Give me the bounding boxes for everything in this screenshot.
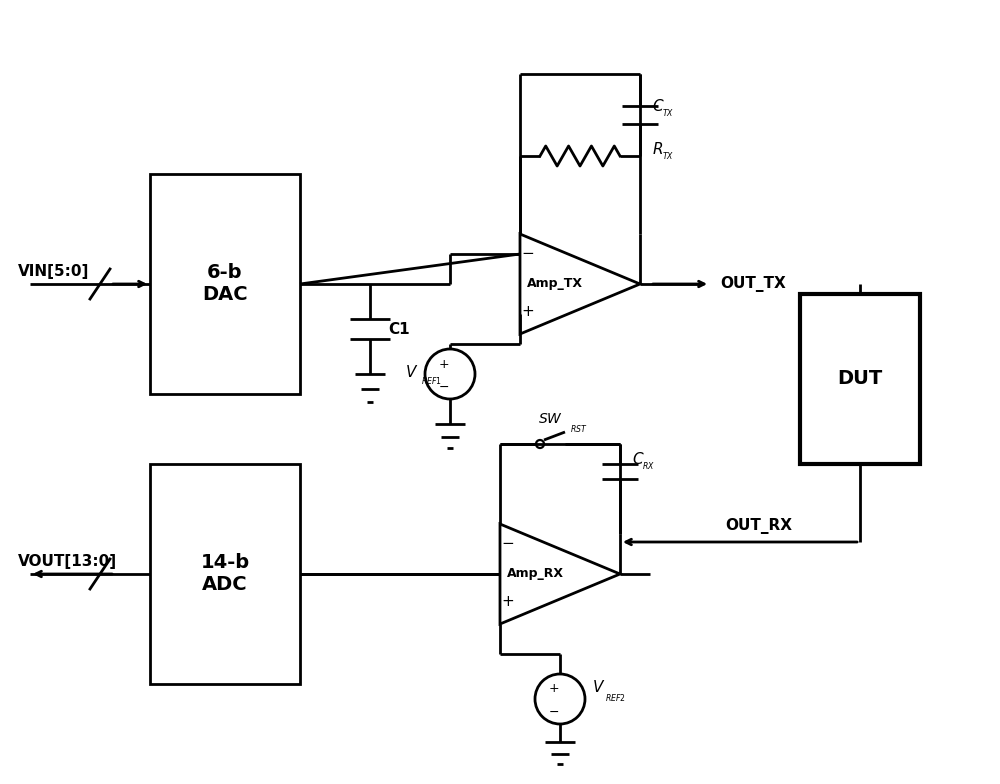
Text: $+$: $+$ [438, 358, 450, 371]
Text: $C$: $C$ [632, 451, 645, 467]
Text: $-$: $-$ [501, 535, 515, 550]
Text: $_{TX}$: $_{TX}$ [662, 151, 674, 163]
Text: C1: C1 [388, 321, 410, 336]
Text: $-$: $-$ [548, 705, 560, 717]
Text: $R$: $R$ [652, 141, 663, 157]
Text: $_{TX}$: $_{TX}$ [662, 107, 674, 120]
Text: $C$: $C$ [652, 98, 665, 114]
Bar [150, 464, 300, 684]
Text: $+$: $+$ [501, 594, 515, 609]
Bar [150, 174, 300, 394]
Text: DUT: DUT [837, 369, 883, 389]
Text: $-$: $-$ [438, 379, 450, 393]
Text: $SW$: $SW$ [538, 412, 562, 426]
Text: $+$: $+$ [548, 683, 560, 695]
Text: $V$: $V$ [592, 679, 605, 695]
Text: 6-b
DAC: 6-b DAC [202, 263, 248, 304]
Text: Amp_RX: Amp_RX [507, 568, 564, 580]
Text: VOUT[13:0]: VOUT[13:0] [18, 554, 117, 569]
Text: $_{REF2}$: $_{REF2}$ [605, 693, 626, 705]
Text: $V$: $V$ [405, 364, 418, 380]
Text: $-$: $-$ [521, 245, 535, 260]
Text: $_{RX}$: $_{RX}$ [642, 461, 655, 474]
Text: $_{REF1}$: $_{REF1}$ [421, 376, 442, 388]
Text: $+$: $+$ [521, 304, 535, 320]
Text: Amp_TX: Amp_TX [527, 278, 583, 291]
Text: $_{RST}$: $_{RST}$ [570, 423, 588, 436]
Text: OUT_RX: OUT_RX [725, 518, 792, 534]
Text: OUT_TX: OUT_TX [720, 276, 786, 292]
Text: 14-b
ADC: 14-b ADC [200, 554, 250, 594]
Bar [800, 294, 920, 464]
Text: VIN[5:0]: VIN[5:0] [18, 264, 89, 279]
